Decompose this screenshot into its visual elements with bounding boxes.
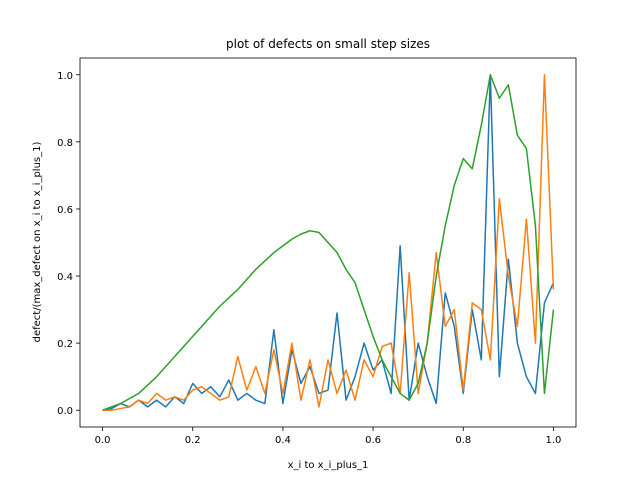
x-tick-label: 0.0 [95,435,111,446]
line-series [102,74,555,411]
y-axis-label: defect/(max_defect on x_i to x_i_plus_1) [32,142,43,343]
x-tick-label: 0.2 [185,435,201,446]
x-tick-label: 0.6 [365,435,381,446]
y-tick-label: 0.2 [57,339,73,350]
line-series [102,74,555,411]
y-tick-label: 0.4 [57,272,73,283]
line-series [102,74,555,411]
y-tick-label: 0.6 [57,205,73,216]
x-tick-label: 1.0 [546,435,562,446]
y-tick-label: 0.0 [57,406,73,417]
plot-frame [79,57,577,428]
x-tick-label: 0.8 [455,435,471,446]
x-axis-label: x_i to x_i_plus_1 [288,460,369,471]
x-tick-label: 0.4 [275,435,291,446]
chart-title: plot of defects on small step sizes [226,37,430,51]
y-tick-label: 0.8 [57,138,73,149]
y-tick-label: 1.0 [57,71,73,82]
